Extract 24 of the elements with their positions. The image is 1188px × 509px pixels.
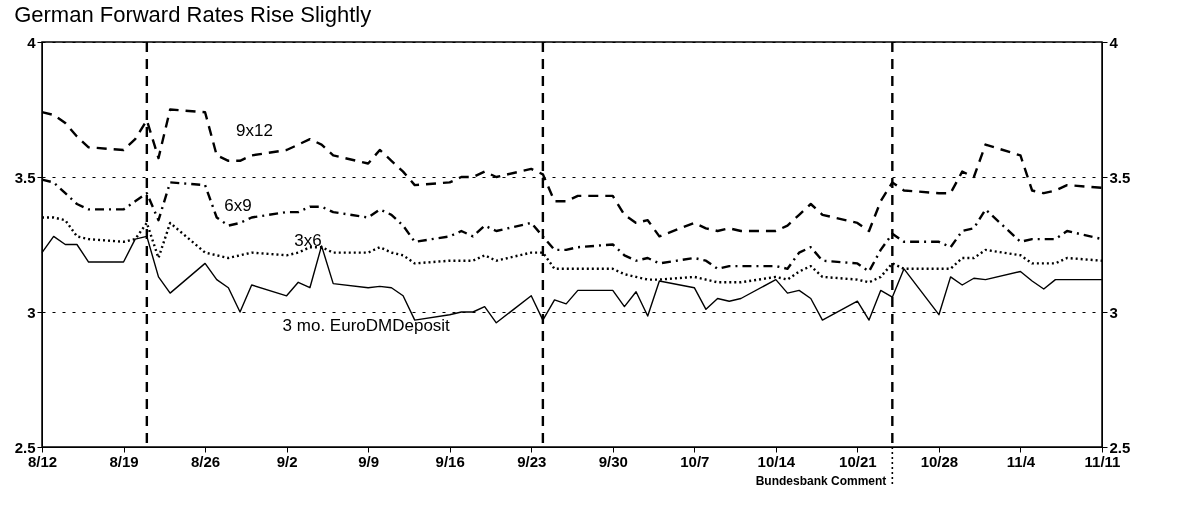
x-tick-label: 8/19 <box>109 452 139 470</box>
chart-title: German Forward Rates Rise Slightly <box>14 2 372 27</box>
x-tick-label: 8/26 <box>190 452 221 470</box>
series-label: 6x9 <box>224 195 252 215</box>
y2-tick-label: 3.5 <box>1109 168 1131 186</box>
y-tick-label: 3.5 <box>14 168 36 186</box>
x-tick-label: 10/28 <box>920 452 959 470</box>
x-tick-label: 10/21 <box>839 452 877 470</box>
ref-line-label: Bundesbank Comment <box>755 474 887 488</box>
x-tick-label: 10/14 <box>757 452 796 470</box>
x-tick-label: 9/23 <box>517 452 547 470</box>
x-tick-label: 9/9 <box>358 452 380 470</box>
x-tick-label: 9/16 <box>435 452 465 470</box>
y-tick-label: 3 <box>27 303 36 321</box>
x-tick-label: 9/30 <box>598 452 628 470</box>
x-tick-label: 9/2 <box>276 452 298 470</box>
series-label: 3x6 <box>294 230 322 250</box>
y2-tick-label: 4 <box>1109 33 1119 51</box>
x-tick-label: 11/4 <box>1006 452 1036 470</box>
x-tick-label: 10/7 <box>680 452 710 470</box>
y2-tick-label: 3 <box>1109 303 1118 321</box>
series-label: 9x12 <box>236 120 273 140</box>
series-label: 3 mo. EuroDMDeposit <box>282 315 451 335</box>
y-tick-label: 4 <box>27 33 37 51</box>
